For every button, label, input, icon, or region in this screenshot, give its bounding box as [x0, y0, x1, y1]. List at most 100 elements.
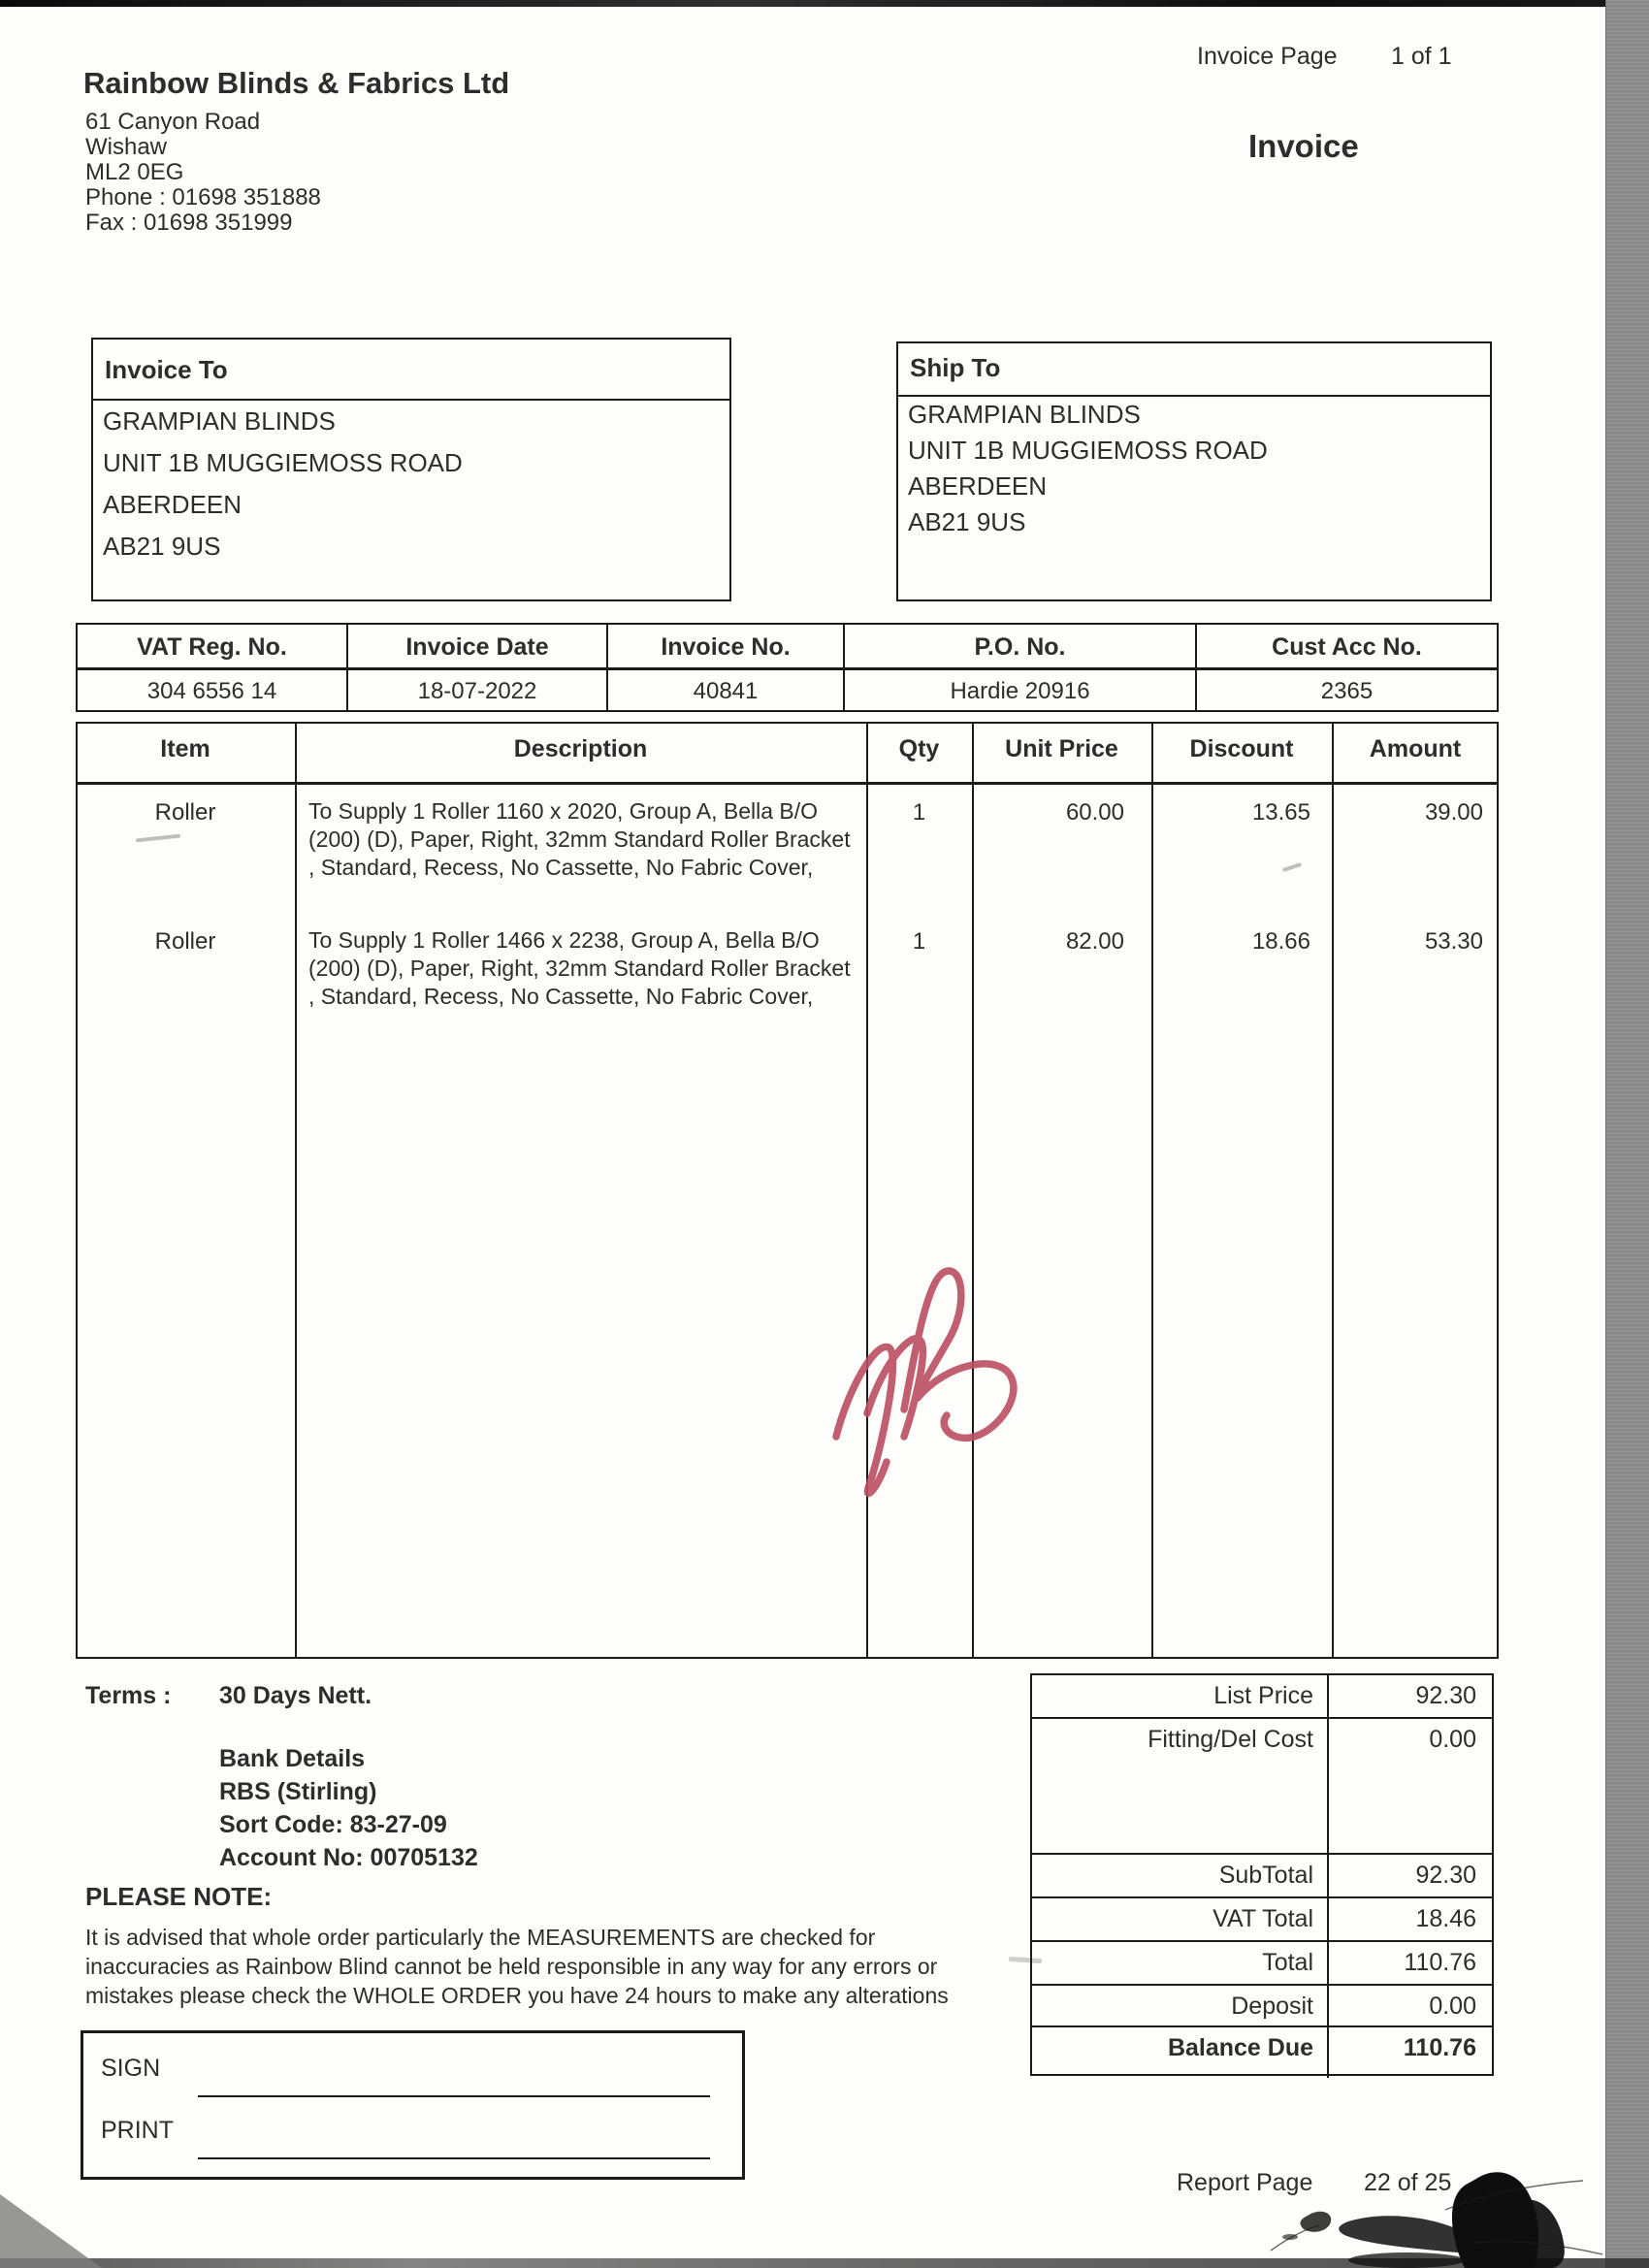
column-divider [866, 722, 868, 1659]
discount-cell: 18.66 [1251, 928, 1310, 955]
items-header-description: Description [513, 735, 648, 762]
item-cell: Roller [154, 928, 216, 955]
totals-row: VAT Total 18.46 [1032, 1898, 1492, 1942]
meta-value-invoice-date: 18-07-2022 [348, 670, 608, 712]
totals-row: List Price 92.30 [1032, 1675, 1492, 1719]
terms-label: Terms : [85, 1682, 172, 1709]
bank-account-no: Account No: 00705132 [219, 1844, 478, 1871]
scan-corner-smudge [0, 2194, 102, 2268]
amount-cell: 39.00 [1424, 799, 1483, 826]
qty-cell: 1 [912, 928, 926, 955]
note-line: inaccuracies as Rainbow Blind cannot be … [85, 1954, 938, 1979]
ship-to-box: Ship To GRAMPIAN BLINDS UNIT 1B MUGGIEMO… [896, 341, 1492, 601]
invoice-to-line: UNIT 1B MUGGIEMOSS ROAD [103, 448, 463, 477]
invoice-to-box: Invoice To GRAMPIAN BLINDS UNIT 1B MUGGI… [91, 338, 731, 601]
company-name: Rainbow Blinds & Fabrics Ltd [83, 66, 510, 100]
totals-box: List Price 92.30 Fitting/Del Cost 0.00 S… [1030, 1673, 1494, 2078]
total-value: 0.00 [1429, 1993, 1476, 2020]
meta-value-po-no: Hardie 20916 [845, 670, 1197, 712]
items-header-discount: Discount [1189, 735, 1294, 762]
bank-name: RBS (Stirling) [219, 1778, 377, 1805]
print-line [198, 2157, 710, 2159]
invoice-meta-table: VAT Reg. No. Invoice Date Invoice No. P.… [76, 623, 1499, 712]
qty-cell: 1 [912, 799, 926, 826]
total-label: VAT Total [1032, 1898, 1329, 1940]
signature-box: SIGN PRINT [81, 2030, 745, 2180]
invoice-to-line: AB21 9US [103, 532, 221, 561]
meta-header-invoice-no: Invoice No. [608, 625, 845, 667]
total-label: Deposit [1032, 1986, 1329, 2025]
scan-top-edge [0, 0, 1649, 7]
company-address-line: ML2 0EG [85, 159, 184, 185]
amount-cell: 53.30 [1424, 928, 1483, 955]
items-header-rule [76, 782, 1499, 785]
ship-to-line: ABERDEEN [908, 471, 1048, 501]
invoice-page-label: Invoice Page [1197, 43, 1338, 70]
invoice-page-value: 1 of 1 [1391, 43, 1452, 70]
please-note-body: It is advised that whole order particula… [85, 1923, 1017, 2010]
total-value: 110.76 [1404, 1949, 1476, 1976]
totals-row: Total 110.76 [1032, 1942, 1492, 1986]
total-value: 92.30 [1415, 1862, 1476, 1889]
column-divider [1151, 722, 1153, 1659]
total-label: SubTotal [1032, 1855, 1329, 1896]
meta-value-invoice-no: 40841 [608, 670, 845, 712]
items-table [76, 722, 1499, 1659]
total-label: Total [1032, 1942, 1329, 1984]
totals-row: SubTotal 92.30 [1032, 1855, 1492, 1898]
invoice-to-line: GRAMPIAN BLINDS [103, 406, 336, 436]
note-line: It is advised that whole order particula… [85, 1925, 876, 1950]
discount-cell: 13.65 [1251, 799, 1310, 826]
meta-header-invoice-date: Invoice Date [348, 625, 608, 667]
total-value: 0.00 [1429, 1726, 1476, 1753]
sign-label: SIGN [101, 2055, 161, 2082]
items-header-item: Item [160, 735, 210, 762]
scan-right-strip [1605, 0, 1649, 2268]
total-label: Fitting/Del Cost [1032, 1719, 1329, 1853]
ship-to-line: AB21 9US [908, 507, 1026, 536]
report-page-value: 22 of 25 [1364, 2169, 1452, 2196]
column-divider [1332, 722, 1334, 1659]
items-header-unit-price: Unit Price [1005, 735, 1118, 762]
scan-bottom-edge [0, 2258, 1649, 2268]
company-fax: Fax : 01698 351999 [85, 210, 293, 236]
meta-header-po-no: P.O. No. [845, 625, 1197, 667]
totals-row: Deposit 0.00 [1032, 1986, 1492, 2027]
bank-sort-code: Sort Code: 83-27-09 [219, 1811, 447, 1838]
sign-line [198, 2095, 710, 2097]
invoice-to-line: ABERDEEN [103, 490, 242, 519]
total-value: 110.76 [1403, 2034, 1476, 2061]
meta-value-cust-acc: 2365 [1320, 678, 1374, 704]
report-page-label: Report Page [1177, 2169, 1313, 2196]
bank-details-block: Bank Details RBS (Stirling) Sort Code: 8… [219, 1742, 478, 1874]
total-label: List Price [1032, 1675, 1329, 1717]
column-divider [972, 722, 974, 1659]
terms-value: 30 Days Nett. [219, 1682, 372, 1709]
unit-price-cell: 82.00 [1065, 928, 1124, 955]
please-note-title: PLEASE NOTE: [85, 1882, 273, 1911]
handwritten-initials [832, 1267, 1018, 1498]
totals-row: Fitting/Del Cost 0.00 [1032, 1719, 1492, 1855]
ship-to-label: Ship To [910, 353, 1001, 382]
description-cell: To Supply 1 Roller 1466 x 2238, Group A,… [308, 927, 851, 1009]
column-divider [295, 722, 297, 1659]
company-address-line: 61 Canyon Road [85, 109, 261, 135]
bank-details-title: Bank Details [219, 1745, 366, 1772]
invoice-to-label: Invoice To [105, 355, 228, 384]
meta-header-cust-acc: Cust Acc No. [1272, 633, 1422, 661]
items-header-qty: Qty [898, 735, 940, 762]
ship-to-line: GRAMPIAN BLINDS [908, 400, 1141, 429]
total-value: 92.30 [1415, 1682, 1476, 1709]
ship-to-line: UNIT 1B MUGGIEMOSS ROAD [908, 436, 1268, 465]
totals-row-balance-due: Balance Due 110.76 [1032, 2027, 1492, 2078]
description-cell: To Supply 1 Roller 1160 x 2020, Group A,… [308, 798, 851, 880]
meta-header-vat-reg: VAT Reg. No. [78, 625, 348, 667]
document-title: Invoice [1248, 128, 1359, 164]
item-cell: Roller [154, 799, 216, 826]
print-label: PRINT [101, 2117, 174, 2144]
unit-price-cell: 60.00 [1065, 799, 1124, 826]
note-line: mistakes please check the WHOLE ORDER yo… [85, 1983, 949, 2008]
items-header-amount: Amount [1369, 735, 1462, 762]
total-label: Balance Due [1032, 2027, 1329, 2078]
